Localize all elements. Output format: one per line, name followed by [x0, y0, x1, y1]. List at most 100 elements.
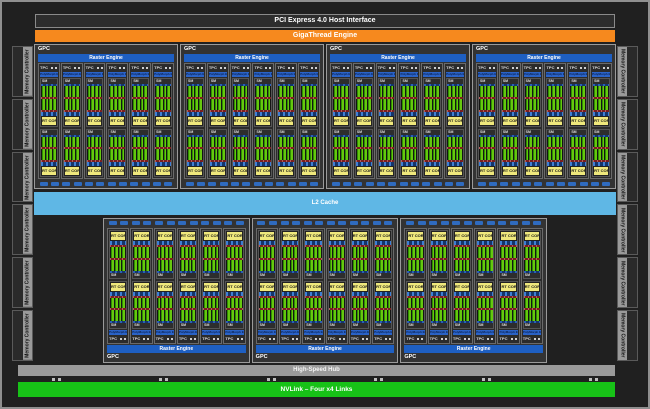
core-column [480, 99, 483, 110]
core-column [560, 86, 563, 97]
core-column [115, 260, 118, 271]
core-column [234, 149, 237, 160]
rt-core-bar: RT CORE [227, 232, 241, 240]
core-column [536, 260, 539, 271]
cuda-core-array [87, 137, 103, 148]
cuda-core-array [525, 99, 541, 110]
core-column [432, 247, 435, 258]
cuda-core-array [155, 149, 171, 160]
tpc-header: TPC [303, 335, 323, 343]
l2-connector-box [332, 182, 340, 186]
connector-dot-icon [142, 67, 144, 69]
cuda-core-array [282, 298, 298, 309]
raster-connector-dots [488, 67, 496, 69]
core-column [478, 260, 481, 271]
cuda-core-array [210, 99, 226, 110]
core-column [256, 137, 259, 148]
l2-connector-box [62, 182, 70, 186]
tpc-label: TPC [355, 64, 363, 72]
sm-label: SM [500, 323, 516, 328]
core-column [142, 310, 145, 321]
cuda-core-array [155, 137, 171, 148]
core-column [334, 149, 337, 160]
cuda-core-array [132, 149, 148, 160]
core-column [118, 86, 121, 97]
core-column [76, 149, 79, 160]
rt-core-bar: RT CORE [526, 117, 540, 125]
core-column [260, 99, 263, 110]
l2-connector-box [213, 221, 221, 225]
core-column [605, 149, 608, 160]
tpc-header: TPC [545, 64, 565, 72]
rt-core-bar: RT CORE [181, 283, 195, 291]
core-column [306, 310, 309, 321]
core-column [484, 86, 487, 97]
texture-unit-strip [64, 162, 80, 166]
memory-controller-body [627, 100, 637, 149]
core-column [122, 298, 125, 309]
rt-core-bar: RT CORE [501, 283, 515, 291]
raster-connector-dots [50, 67, 58, 69]
tpc-label: TPC [86, 64, 94, 72]
core-column [387, 86, 390, 97]
rt-core-bar: RT CORE [432, 232, 446, 240]
core-column [114, 86, 117, 97]
core-column [333, 247, 336, 258]
tpc-label: TPC [478, 64, 486, 72]
core-column [432, 260, 435, 271]
core-column [420, 260, 423, 271]
core-column [267, 310, 270, 321]
l2-connector-box [498, 221, 506, 225]
texture-unit-strip [64, 112, 80, 116]
l2-connector-box [350, 221, 358, 225]
core-column [264, 137, 267, 148]
connector-dot-icon [516, 67, 518, 69]
sm-label: SM [454, 273, 470, 278]
core-column [216, 298, 219, 309]
core-column [137, 149, 140, 160]
cuda-core-array [356, 86, 372, 97]
sm-block: SM RT CORE [86, 78, 104, 127]
core-column [271, 260, 274, 271]
core-column [486, 298, 489, 309]
core-column [598, 149, 601, 160]
core-column [189, 247, 192, 258]
polymorph-engine-bar: PolyMorph Engine [378, 72, 396, 77]
core-column [384, 298, 387, 309]
core-column [514, 86, 517, 97]
core-column [192, 149, 195, 160]
core-column [380, 310, 383, 321]
l2-connector-box [475, 221, 483, 225]
rt-core-bar: RT CORE [571, 117, 585, 125]
raster-connector-dots [264, 67, 272, 69]
rt-core-bar: RT CORE [408, 232, 422, 240]
core-column [95, 86, 98, 97]
core-column [119, 260, 122, 271]
core-column [456, 99, 459, 110]
core-column [313, 137, 316, 148]
core-column [605, 137, 608, 148]
core-column [160, 149, 163, 160]
top-gpc-row: GPC Raster Engine TPC PolyMorph Engine S… [34, 44, 616, 189]
core-column [42, 137, 45, 148]
raster-connector-dots [189, 338, 197, 340]
core-column [509, 260, 512, 271]
sm-label: SM [157, 323, 173, 328]
l2-connector-box [299, 182, 307, 186]
cuda-core-array [301, 137, 317, 148]
core-column [192, 310, 195, 321]
core-column [114, 99, 117, 110]
cuda-core-array [155, 86, 171, 97]
core-column [364, 137, 367, 148]
cuda-core-array [352, 260, 368, 271]
core-column [138, 260, 141, 271]
core-column [283, 137, 286, 148]
sm-block: SM RT CORE [524, 129, 542, 178]
polymorph-engine-bar: PolyMorph Engine [40, 72, 58, 77]
raster-connector-dots [196, 67, 204, 69]
cuda-core-array [226, 247, 242, 258]
raster-connector-dots [579, 67, 587, 69]
sm-label: SM [477, 323, 493, 328]
core-column [279, 86, 282, 97]
cuda-core-array [477, 247, 493, 258]
